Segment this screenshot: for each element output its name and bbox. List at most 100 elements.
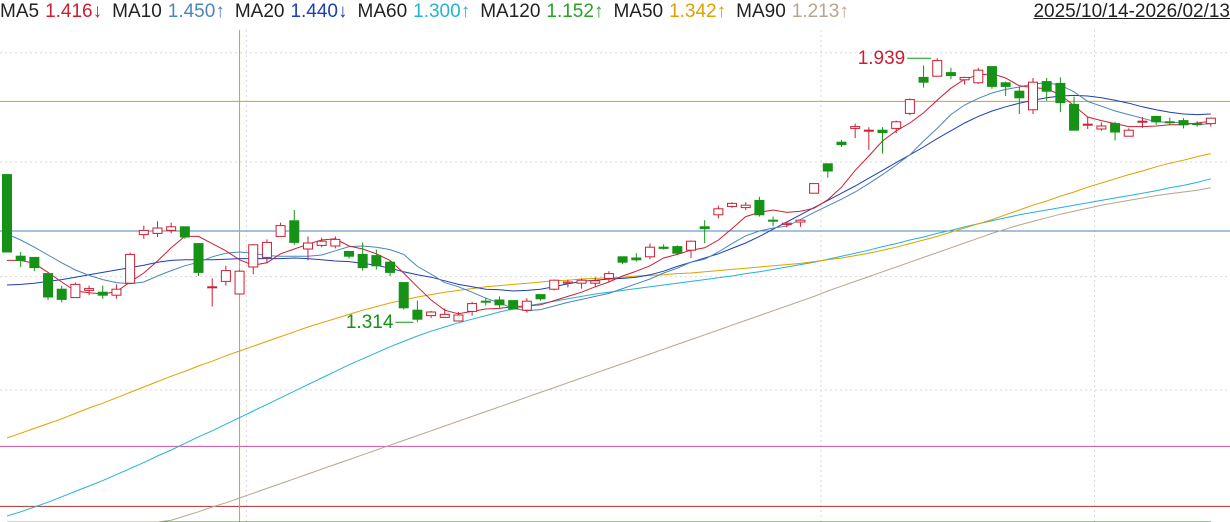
- candle-body: [385, 261, 396, 273]
- candle: [603, 271, 614, 282]
- candle: [576, 278, 587, 289]
- candle-body: [29, 256, 40, 269]
- candle: [1000, 81, 1011, 96]
- candle: [959, 76, 970, 85]
- candle-body: [713, 208, 724, 216]
- legend-ma10: MA10 1.450↑: [112, 0, 225, 24]
- candle: [795, 219, 806, 227]
- candle-body: [1069, 103, 1080, 131]
- candle-body: [1192, 123, 1203, 126]
- candle: [357, 242, 368, 271]
- candle-body: [56, 288, 67, 300]
- candle-body: [986, 66, 997, 87]
- candle-body: [207, 286, 218, 289]
- candle-body: [84, 288, 95, 291]
- candle: [945, 67, 956, 80]
- candle-body: [754, 199, 765, 216]
- candle-body: [863, 129, 874, 132]
- candle: [316, 237, 327, 248]
- ma20-line: [6, 94, 1211, 292]
- candle: [1110, 121, 1121, 141]
- candle-body: [535, 294, 546, 300]
- candle-body: [1055, 82, 1066, 104]
- legend-value: 1.152↑: [546, 1, 604, 22]
- candle-body: [453, 314, 464, 322]
- candle-body: [617, 256, 628, 263]
- candle: [1041, 78, 1052, 101]
- candle: [1137, 117, 1148, 128]
- candle-body: [590, 280, 601, 284]
- candle: [15, 252, 26, 267]
- candle: [1192, 121, 1203, 127]
- candle-body: [973, 69, 984, 84]
- candle-body: [330, 238, 341, 247]
- candle-body: [138, 229, 149, 236]
- candle: [344, 250, 354, 259]
- legend-value: 1.300↑: [413, 1, 471, 22]
- candle-body: [125, 253, 136, 284]
- candle-body: [959, 76, 970, 81]
- candle-body: [576, 279, 587, 284]
- candle: [439, 308, 450, 318]
- candle: [904, 98, 915, 116]
- candle: [1096, 122, 1107, 131]
- candle: [549, 279, 560, 291]
- candle: [521, 298, 532, 313]
- candle-body: [412, 309, 423, 320]
- candle-body: [344, 250, 354, 257]
- candle: [727, 202, 738, 209]
- candle-body: [275, 225, 286, 237]
- date-range[interactable]: 2025/10/14-2026/02/13: [1027, 0, 1230, 24]
- legend-label: MA10: [112, 1, 162, 22]
- candle-body: [398, 282, 409, 309]
- candle: [398, 282, 409, 310]
- candle-body: [1041, 81, 1052, 92]
- candle-body: [2, 174, 12, 253]
- candle: [234, 270, 245, 295]
- candle: [480, 297, 491, 306]
- candle: [97, 285, 108, 299]
- ma10-line: [6, 82, 1211, 312]
- candle: [863, 127, 874, 150]
- candle-body: [234, 270, 245, 295]
- candle: [302, 236, 313, 261]
- candle: [686, 240, 696, 258]
- legend-value: 1.440↓: [290, 1, 348, 22]
- candle: [371, 249, 382, 270]
- candle-body: [740, 204, 751, 209]
- candle-body: [152, 227, 163, 234]
- candle: [590, 277, 601, 287]
- candle-body: [699, 226, 710, 230]
- candle-body: [97, 291, 108, 296]
- grid: [0, 30, 1230, 522]
- candle: [1082, 117, 1093, 129]
- candle: [562, 279, 573, 288]
- candle: [644, 243, 655, 260]
- candle-body: [43, 273, 54, 298]
- candle: [631, 253, 642, 262]
- candle-body: [658, 246, 669, 249]
- candle: [877, 127, 888, 154]
- candle: [220, 265, 231, 286]
- candle: [986, 66, 997, 89]
- candle-body: [1123, 129, 1134, 137]
- candle: [138, 225, 149, 239]
- candle-body: [111, 288, 122, 296]
- candle: [850, 123, 861, 138]
- candle: [1164, 117, 1175, 126]
- candle-body: [781, 222, 792, 225]
- candle-body: [467, 303, 478, 312]
- legend-ma120: MA120 1.152↑: [480, 0, 603, 24]
- candle: [617, 256, 628, 264]
- candle-body: [768, 219, 779, 222]
- candle-body: [494, 299, 505, 306]
- candle: [713, 205, 724, 219]
- legend-ma60: MA60 1.300↑: [358, 0, 471, 24]
- candle-body: [1164, 121, 1175, 124]
- legend-label: MA90: [736, 1, 786, 22]
- candle-body: [672, 246, 683, 254]
- candle: [275, 222, 286, 237]
- candle: [932, 58, 943, 77]
- candle: [1123, 128, 1134, 137]
